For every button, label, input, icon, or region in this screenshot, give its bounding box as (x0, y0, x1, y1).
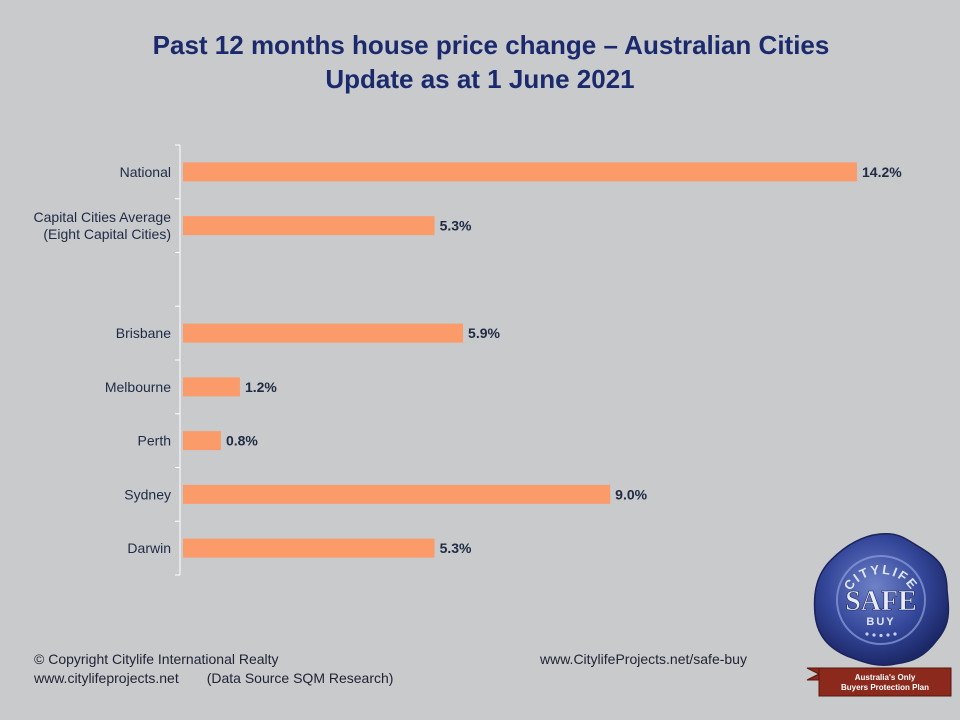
bar (183, 538, 435, 558)
website-link[interactable]: www.citylifeprojects.net (34, 670, 179, 686)
category-label: (Eight Capital Cities) (43, 226, 171, 242)
seal-inner-ring (836, 555, 926, 645)
chart-title: Past 12 months house price change – Aust… (0, 28, 960, 96)
bar (183, 431, 221, 451)
category-label: Perth (138, 433, 171, 449)
footer-credits: © Copyright Citylife International Realt… (34, 650, 393, 688)
bar-value-label: 5.3% (440, 218, 472, 234)
seal-ribbon-line-1: Australia's Only (855, 673, 916, 682)
bar (183, 216, 435, 236)
safe-buy-link[interactable]: www.CitylifeProjects.net/safe-buy (540, 651, 747, 667)
seal-sub-text: BUY (866, 616, 895, 628)
bar-value-label: 5.3% (440, 540, 472, 556)
footer-website-line: www.citylifeprojects.net (Data Source SQM… (34, 669, 393, 688)
bar (183, 162, 857, 182)
bar (183, 484, 611, 504)
seal-dots (865, 632, 897, 638)
bar-value-label: 9.0% (615, 486, 647, 502)
seal-ribbon-line-2: Buyers Protection Plan (841, 683, 929, 692)
category-label: Capital Cities Average (34, 209, 172, 225)
category-label: National (120, 164, 171, 180)
seal-main-text: SAFE (845, 586, 917, 617)
category-label: Sydney (124, 486, 171, 502)
category-label: Darwin (127, 540, 171, 556)
category-label: Brisbane (116, 325, 171, 341)
seal-wax-shape (813, 532, 950, 667)
bar-value-label: 5.9% (468, 325, 500, 341)
bar (183, 377, 240, 397)
safe-buy-seal-logo: CITYLIFE SAFE BUY Australia's Only Buyer… (806, 532, 952, 697)
title-line-1: Past 12 months house price change – Aust… (152, 30, 830, 60)
bar-value-label: 14.2% (862, 164, 902, 180)
copyright-text: © Copyright Citylife International Realt… (34, 651, 279, 667)
bar (183, 323, 464, 343)
data-source-text: (Data Source SQM Research) (206, 670, 394, 686)
bar-value-label: 1.2% (245, 379, 277, 395)
bar-value-label: 0.8% (226, 433, 258, 449)
title-line-2: Update as at 1 June 2021 (325, 64, 635, 94)
category-label: Melbourne (105, 379, 171, 395)
